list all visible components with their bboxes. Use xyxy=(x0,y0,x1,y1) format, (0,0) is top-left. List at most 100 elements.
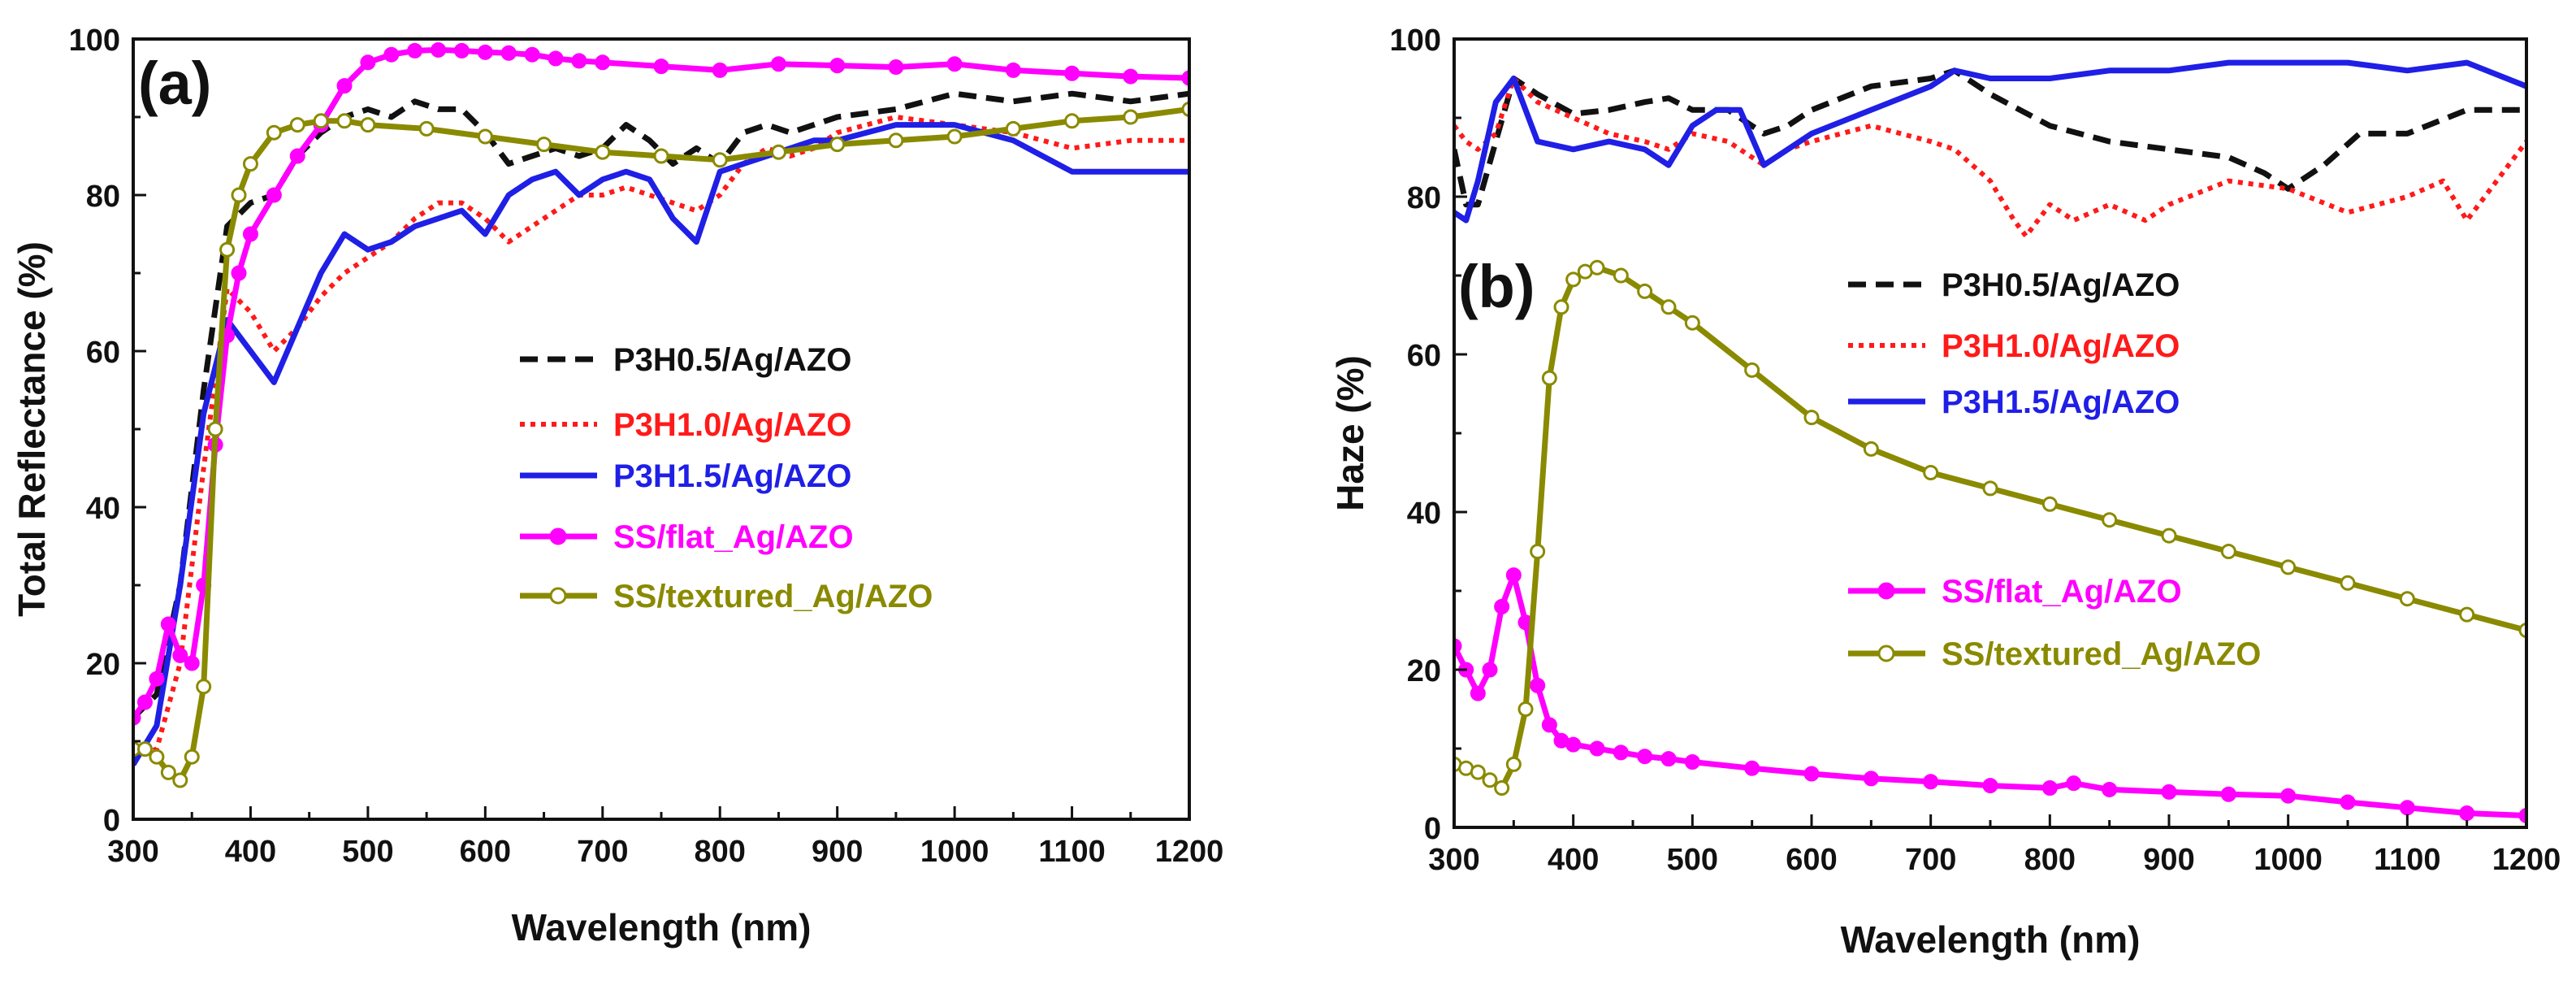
series-3-point xyxy=(1541,717,1557,733)
series-3-point xyxy=(524,46,540,63)
legend-marker-4 xyxy=(549,587,567,605)
legend-marker-4 xyxy=(1877,645,1895,662)
panel-b-series-layer xyxy=(1454,59,2526,823)
series-3-point xyxy=(2459,805,2475,822)
legend-marker-3 xyxy=(1877,582,1895,600)
series-4-point xyxy=(172,772,188,788)
series-4-point xyxy=(1064,113,1080,129)
series-4-point xyxy=(653,148,669,164)
panel-b-label: (b) xyxy=(1458,253,1535,320)
y-tick-label: 80 xyxy=(86,180,120,214)
series-3-point xyxy=(1982,778,1998,794)
series-4-point xyxy=(2459,606,2475,623)
x-tick-label: 300 xyxy=(1428,843,1479,877)
series-4-point xyxy=(184,749,200,765)
series-3-point xyxy=(653,59,669,75)
series-3-point xyxy=(2102,781,2118,797)
series-3-point xyxy=(184,655,200,671)
series-4-point xyxy=(1565,271,1582,288)
series-4-point xyxy=(1530,544,1546,559)
series-4-point xyxy=(219,241,236,258)
series-3-point xyxy=(383,46,400,63)
y-tick-label: 40 xyxy=(1407,497,1441,531)
series-4-point xyxy=(1660,299,1677,315)
series-4-point xyxy=(1863,441,1879,457)
y-tick-label: 20 xyxy=(86,648,120,682)
series-3-point xyxy=(431,41,447,58)
series-3-point xyxy=(2161,783,2177,800)
series-4-point xyxy=(2340,575,2356,591)
series-3-point xyxy=(1637,749,1653,765)
y-tick-label: 100 xyxy=(1390,24,1441,58)
legend-label-0: P3H0.5/Ag/AZO xyxy=(1942,267,2180,303)
series-4-point xyxy=(1123,109,1139,125)
series-4-point xyxy=(946,128,963,145)
series-4-point xyxy=(770,144,786,160)
legend-label-3: SS/flat_Ag/AZO xyxy=(1942,574,2182,610)
y-tick-label: 20 xyxy=(1407,654,1441,688)
series-3-point xyxy=(477,44,493,60)
series-3-point xyxy=(1494,598,1510,614)
series-3-point xyxy=(1923,774,1939,790)
series-3-point xyxy=(453,42,470,59)
series-4-point xyxy=(888,132,904,149)
series-4-point xyxy=(149,749,165,765)
series-3-point xyxy=(2280,788,2297,804)
series-4-point xyxy=(242,156,258,172)
series-3-point xyxy=(2340,794,2356,810)
series-3-point xyxy=(1505,567,1522,584)
x-tick-label: 700 xyxy=(577,835,628,869)
series-3-point xyxy=(231,265,247,281)
series-3-point xyxy=(1482,662,1498,678)
x-tick-label: 600 xyxy=(1786,843,1837,877)
x-tick-label: 800 xyxy=(695,835,746,869)
series-3-point xyxy=(1660,751,1677,767)
series-4-point xyxy=(477,128,493,145)
x-tick-label: 400 xyxy=(225,835,276,869)
y-tick-label: 0 xyxy=(1424,812,1441,846)
x-tick-label: 1100 xyxy=(2374,843,2440,877)
series-line-1 xyxy=(133,115,1189,760)
series-3-point xyxy=(888,59,904,76)
series-3-point xyxy=(2066,775,2082,792)
series-3-point xyxy=(829,58,846,74)
x-tick-label: 900 xyxy=(812,835,863,869)
series-4-point xyxy=(1482,772,1498,788)
series-line-0 xyxy=(133,90,1189,720)
series-3-point xyxy=(160,616,176,632)
legend-label-3: SS/flat_Ag/AZO xyxy=(613,519,854,555)
series-4-point xyxy=(1470,764,1486,780)
legend-label-2: P3H1.5/Ag/AZO xyxy=(1942,384,2180,420)
x-tick-label: 600 xyxy=(460,835,511,869)
series-3-point xyxy=(1744,760,1760,776)
series-3-point xyxy=(2399,800,2415,816)
series-4-point xyxy=(136,741,153,757)
x-tick-label: 1200 xyxy=(2492,843,2561,877)
series-3-point xyxy=(500,45,517,61)
series-3-point xyxy=(770,56,786,72)
x-tick-label: 400 xyxy=(1548,843,1599,877)
series-line-1 xyxy=(1454,76,2526,239)
series-4-point xyxy=(207,421,223,437)
series-4-point xyxy=(1505,756,1522,772)
series-3-point xyxy=(1530,677,1546,693)
series-3-point xyxy=(1005,62,1021,78)
series-4-point xyxy=(595,144,611,160)
series-3-point xyxy=(548,50,564,67)
series-4-point xyxy=(1803,410,1820,426)
series-3-point xyxy=(2220,786,2236,802)
panel-a-label: (a) xyxy=(138,50,211,117)
legend-marker-3 xyxy=(549,527,567,545)
series-3-point xyxy=(595,54,611,71)
panel-b-y-axis-title: Haze (%) xyxy=(1329,355,1371,511)
series-4-point xyxy=(2041,496,2058,512)
series-4-point xyxy=(2220,544,2236,559)
series-line-2 xyxy=(133,122,1189,766)
series-4-point xyxy=(289,117,305,133)
x-tick-label: 1000 xyxy=(920,835,989,869)
series-3-point xyxy=(1123,68,1139,85)
x-tick-label: 900 xyxy=(2143,843,2194,877)
series-4-point xyxy=(1684,315,1700,331)
panel-b-haze-chart: 300 400 500 600 700 800 900 1000 1100 1200 0 20 40 60… xyxy=(1329,24,2561,961)
